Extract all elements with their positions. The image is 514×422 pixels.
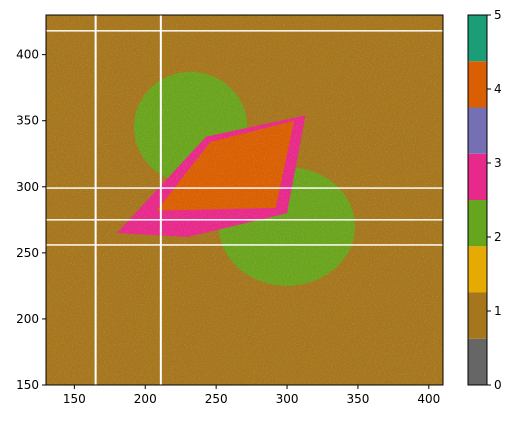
y-tick-label: 350 <box>16 114 39 128</box>
x-tick-label: 300 <box>276 392 299 406</box>
x-tick-label: 400 <box>417 392 440 406</box>
x-tick-label: 150 <box>63 392 86 406</box>
plot-frame <box>45 14 444 386</box>
colorbar-tick-label: 4 <box>494 82 502 96</box>
y-tick-label: 400 <box>16 48 39 62</box>
colorbar-tick-label: 3 <box>494 156 502 170</box>
colorbar-tick-label: 0 <box>494 378 502 392</box>
colorbar-tick-label: 5 <box>494 8 502 22</box>
y-tick-label: 250 <box>16 246 39 260</box>
x-tick-label: 250 <box>205 392 228 406</box>
y-tick-label: 300 <box>16 180 39 194</box>
y-tick-label: 150 <box>16 378 39 392</box>
colorbar-segment-8 <box>468 15 487 62</box>
axes: 150 200 250 300 350 400 150 200 250 300 350 400 <box>16 14 444 406</box>
colorbar-segment-4 <box>468 200 487 247</box>
colorbar-segment-2 <box>468 292 487 339</box>
colorbar-tick-label: 1 <box>494 304 502 318</box>
colorbar-segment-6 <box>468 107 487 154</box>
y-tick-label: 200 <box>16 312 39 326</box>
heatmap-texture <box>46 15 443 385</box>
colorbar-segment-5 <box>468 153 487 200</box>
colorbar: 0 1 2 3 4 5 <box>467 8 502 392</box>
colorbar-tick-label: 2 <box>494 230 502 244</box>
colorbar-segment-1 <box>468 338 487 385</box>
x-tick-label: 350 <box>346 392 369 406</box>
x-tick-label: 200 <box>134 392 157 406</box>
colorbar-frame <box>467 14 488 386</box>
plot-area <box>46 15 443 385</box>
colorbar-segment-3 <box>468 246 487 293</box>
colorbar-segment-7 <box>468 61 487 108</box>
